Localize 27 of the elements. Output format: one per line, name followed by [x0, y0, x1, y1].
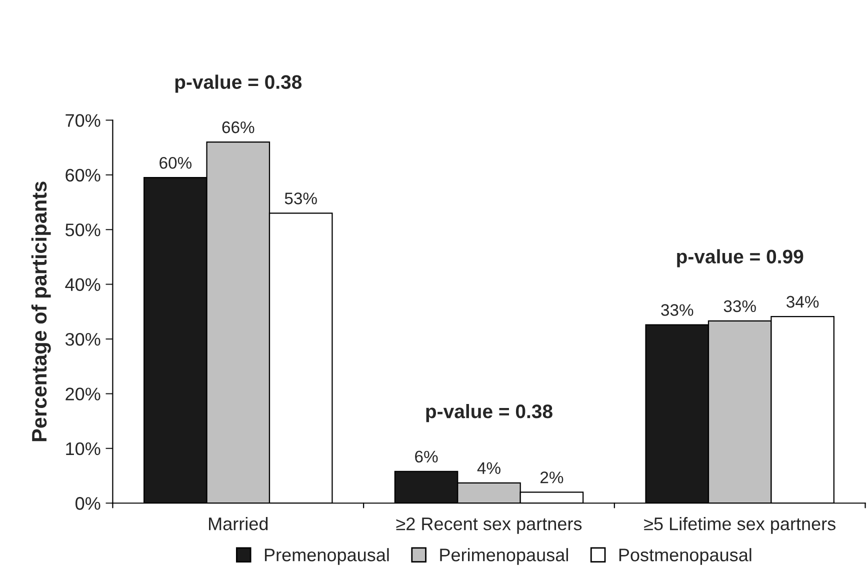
data-label: 66% — [222, 121, 254, 134]
y-tick-label: 20% — [66, 388, 100, 400]
y-tick-label: 70% — [66, 114, 100, 127]
data-label: 60% — [160, 156, 192, 169]
y-tick-label: 60% — [66, 168, 100, 182]
y-tick-label: 40% — [65, 278, 100, 292]
x-tick-label: Married — [209, 517, 268, 530]
y-tick-label: 0% — [76, 497, 100, 510]
data-label: 34% — [786, 296, 819, 308]
data-label: 6% — [415, 450, 438, 463]
y-tick-label: 50% — [65, 224, 100, 236]
x-tick-label: ≥5 Lifetime sex partners — [644, 517, 836, 534]
data-label: 4% — [477, 462, 500, 474]
x-tick-label: ≥2 Recent sex partners — [396, 517, 582, 534]
legend-label: Premenopausal — [264, 548, 389, 565]
y-tick-label: 30% — [65, 332, 100, 346]
y-tick-label: 10% — [66, 442, 100, 456]
data-label: 53% — [284, 192, 317, 204]
data-label: 2% — [540, 472, 564, 484]
legend-label: Perimenopausal — [440, 548, 568, 565]
annotation: p-value = 0.99 — [677, 249, 804, 268]
y-axis-title: Percentage of participants — [31, 182, 51, 442]
legend-label: Postmenopausal — [619, 548, 752, 565]
text: p-value = 0.38 — [175, 74, 302, 93]
annotation: p-value = 0.38 — [426, 404, 552, 422]
data-label: 33% — [661, 304, 694, 316]
data-label: 33% — [724, 300, 756, 312]
